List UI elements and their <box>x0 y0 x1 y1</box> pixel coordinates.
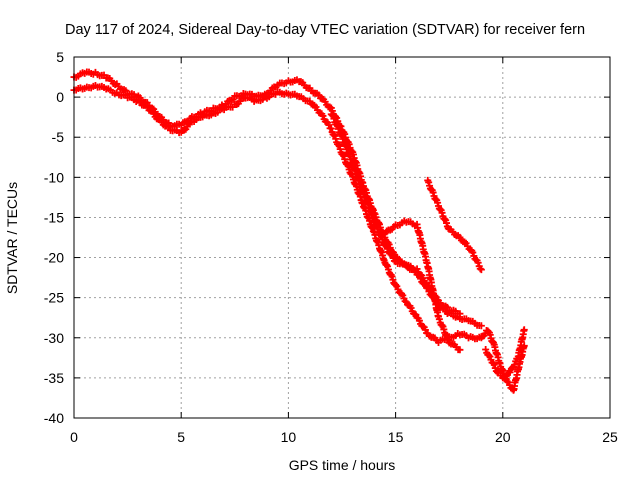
y-tick-label: -30 <box>44 330 64 346</box>
data-point <box>477 266 485 274</box>
y-tick-label: -35 <box>44 370 64 386</box>
tick-layer: 0 5 10 15 20 25 5 0 -5 -10 -15 -20 -25 -30 -35 -40 <box>44 49 618 445</box>
series-track-tail-2 <box>482 326 528 383</box>
series-track-main-lower <box>70 81 485 346</box>
y-tick-label: 5 <box>56 49 64 65</box>
data-point <box>443 303 451 311</box>
plot-frame <box>73 56 611 419</box>
data-point <box>520 326 528 334</box>
data-point <box>482 345 490 353</box>
y-tick-label: -40 <box>44 410 64 426</box>
data-point <box>477 322 485 330</box>
data-point <box>401 297 409 305</box>
x-tick-label: 15 <box>388 429 404 445</box>
x-tick-label: 5 <box>177 429 185 445</box>
data-point <box>456 310 464 318</box>
y-tick-label: -5 <box>52 129 65 145</box>
data-point <box>469 249 477 257</box>
y-tick-label: -25 <box>44 290 64 306</box>
series-track-separate <box>424 176 485 274</box>
data-point <box>490 361 498 369</box>
y-tick-label: 0 <box>56 89 64 105</box>
y-tick-label: -15 <box>44 209 64 225</box>
x-tick-label: 20 <box>495 429 511 445</box>
data-point <box>485 351 493 359</box>
data-point <box>165 123 173 131</box>
data-point <box>456 346 464 354</box>
series-track-mid-branch <box>327 110 464 318</box>
data-layer <box>70 68 528 394</box>
x-tick-label: 25 <box>602 429 618 445</box>
data-point <box>506 368 514 376</box>
data-point <box>381 241 389 249</box>
x-tick-label: 0 <box>70 429 78 445</box>
x-tick-label: 10 <box>281 429 297 445</box>
data-point <box>387 250 395 258</box>
y-axis-label: SDTVAR / TECUs <box>4 182 20 294</box>
x-axis-label: GPS time / hours <box>289 457 396 473</box>
data-point <box>229 96 237 104</box>
data-point <box>474 259 482 267</box>
y-tick-label: -20 <box>44 250 64 266</box>
data-point <box>511 361 519 369</box>
y-tick-label: -10 <box>44 169 64 185</box>
series-track-bump <box>381 217 464 354</box>
chart-title: Day 117 of 2024, Sidereal Day-to-day VTE… <box>65 22 585 38</box>
